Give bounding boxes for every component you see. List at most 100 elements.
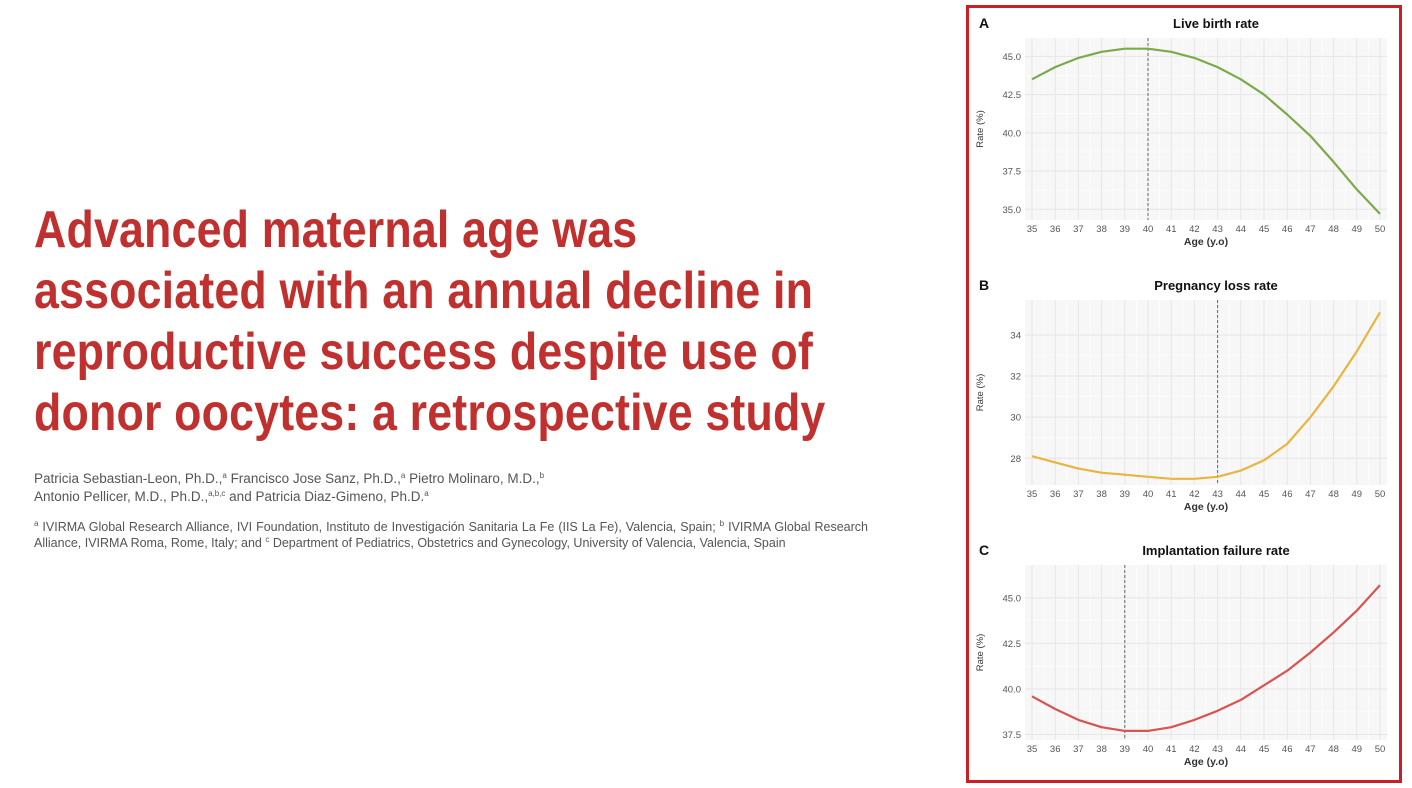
x-tick-label: 48: [1328, 744, 1339, 755]
affil-mark: b: [719, 519, 725, 528]
x-tick-label: 50: [1375, 744, 1386, 755]
chart-c: 37.5 40.0 42.5 45.0 35 36 37 38 39 40 41 42 43 44 45 46…: [975, 542, 1387, 768]
x-tick-label: 47: [1305, 489, 1316, 500]
x-tick-label: 50: [1375, 224, 1386, 235]
x-tick-label: 35: [1027, 489, 1038, 500]
title-line: reproductive success despite use of: [34, 323, 813, 381]
y-tick-label: 40.0: [1003, 684, 1022, 695]
chart-title: Live birth rate: [1173, 16, 1259, 31]
x-tick-label: 43: [1212, 489, 1223, 500]
y-axis-label: Rate (%): [975, 634, 986, 671]
y-tick-label: 42.5: [1003, 639, 1022, 650]
chart-b: 28 30 32 34 35 36 37 38 39 40 41 42 43 44 45 46 47 48 49 50…: [975, 277, 1387, 513]
x-tick-label: 41: [1166, 224, 1177, 235]
x-tick-label: 36: [1050, 489, 1061, 500]
author-affil-mark: a: [400, 471, 406, 480]
y-tick-label: 45.0: [1003, 593, 1022, 604]
affiliations: a IVIRMA Global Research Alliance, IVI F…: [34, 519, 868, 551]
x-tick-label: 39: [1120, 744, 1131, 755]
affil-mark: a: [34, 519, 39, 528]
author-line: Antonio Pellicer, M.D., Ph.D.,a,b,c and …: [34, 488, 894, 506]
x-tick-label: 35: [1027, 224, 1038, 235]
y-tick-label: 28: [1010, 454, 1021, 465]
series-line: [1031, 311, 1381, 480]
x-axis-label: Age (y.o): [1184, 756, 1228, 768]
panel-letter: B: [979, 277, 989, 293]
author-affil-mark: a,b,c: [208, 489, 226, 498]
chart-title: Pregnancy loss rate: [1154, 278, 1278, 293]
y-tick-label: 32: [1010, 372, 1021, 383]
x-tick-label: 50: [1375, 489, 1386, 500]
x-tick-label: 47: [1305, 744, 1316, 755]
x-tick-label: 38: [1096, 224, 1107, 235]
chart-a: 35.0 37.5 40.0 42.5 45.0 35 36 37 38 39 40 41 42 43 44…: [975, 15, 1387, 248]
x-tick-label: 48: [1328, 224, 1339, 235]
affil-mark: c: [265, 535, 270, 544]
x-tick-label: 35: [1027, 744, 1038, 755]
x-axis-label: Age (y.o): [1184, 501, 1228, 513]
x-tick-label: 41: [1166, 489, 1177, 500]
chart-title: Implantation failure rate: [1142, 543, 1289, 558]
y-tick-label: 30: [1010, 413, 1021, 424]
x-tick-label: 37: [1073, 744, 1084, 755]
figure-panel: 35.0 37.5 40.0 42.5 45.0 35 36 37 38 39 40 41 42 43 44…: [966, 5, 1402, 783]
figure-charts: 35.0 37.5 40.0 42.5 45.0 35 36 37 38 39 40 41 42 43 44…: [975, 15, 1387, 768]
x-tick-label: 36: [1050, 744, 1061, 755]
affil-text: IVIRMA Global Research Alliance, IVI Fou…: [38, 520, 720, 534]
x-tick-label: 45: [1259, 744, 1270, 755]
x-tick-label: 43: [1212, 224, 1223, 235]
x-tick-label: 37: [1073, 489, 1084, 500]
x-tick-label: 40: [1143, 224, 1154, 235]
x-tick-label: 42: [1189, 224, 1200, 235]
x-tick-label: 42: [1189, 489, 1200, 500]
affil-text: Department of Pediatrics, Obstetrics and…: [269, 536, 786, 550]
x-tick-label: 49: [1352, 489, 1363, 500]
x-tick-label: 45: [1259, 489, 1270, 500]
y-axis-label: Rate (%): [975, 374, 986, 411]
y-tick-label: 34: [1010, 330, 1021, 341]
series-line: [1031, 47, 1381, 215]
x-tick-label: 43: [1212, 744, 1223, 755]
paper-title: Advanced maternal age was associated wit…: [34, 200, 825, 444]
x-tick-label: 46: [1282, 224, 1293, 235]
x-tick-label: 44: [1236, 744, 1247, 755]
y-tick-label: 40.0: [1003, 128, 1022, 139]
x-tick-label: 45: [1259, 224, 1270, 235]
y-tick-label: 35.0: [1003, 205, 1022, 216]
author-name: and Patricia Diaz-Gimeno, Ph.D.: [225, 489, 425, 504]
author-name: Pietro Molinaro, M.D.,: [405, 471, 540, 486]
y-tick-label: 37.5: [1003, 167, 1022, 178]
title-line: associated with an annual decline in: [34, 262, 814, 320]
x-tick-label: 44: [1236, 489, 1247, 500]
author-name: Patricia Sebastian-Leon, Ph.D.,: [34, 471, 223, 486]
x-tick-label: 36: [1050, 224, 1061, 235]
author-list: Patricia Sebastian-Leon, Ph.D.,a Francis…: [34, 470, 894, 506]
author-name: Antonio Pellicer, M.D., Ph.D.,: [34, 489, 209, 504]
x-tick-label: 44: [1236, 224, 1247, 235]
x-tick-label: 39: [1120, 224, 1131, 235]
x-tick-label: 39: [1120, 489, 1131, 500]
x-tick-label: 41: [1166, 744, 1177, 755]
x-tick-label: 38: [1096, 744, 1107, 755]
x-tick-label: 40: [1143, 744, 1154, 755]
author-affil-mark: b: [539, 471, 545, 480]
y-tick-label: 42.5: [1003, 90, 1022, 101]
y-tick-label: 37.5: [1003, 730, 1022, 741]
x-tick-label: 42: [1189, 744, 1200, 755]
author-affil-mark: a: [222, 471, 227, 480]
author-name: Francisco Jose Sanz, Ph.D.,: [226, 471, 401, 486]
panel-letter: C: [979, 542, 989, 558]
y-axis-label: Rate (%): [975, 110, 986, 147]
y-tick-label: 45.0: [1003, 52, 1022, 63]
x-tick-label: 40: [1143, 489, 1154, 500]
x-tick-label: 49: [1352, 744, 1363, 755]
affil-text: IVIRMA Global Research Alliance, IVIRMA …: [34, 520, 869, 550]
author-affil-mark: a: [424, 489, 429, 498]
x-tick-label: 48: [1328, 489, 1339, 500]
panel-letter: A: [979, 15, 989, 31]
x-tick-label: 49: [1352, 224, 1363, 235]
author-line: Patricia Sebastian-Leon, Ph.D.,a Francis…: [34, 470, 894, 488]
x-tick-label: 37: [1073, 224, 1084, 235]
x-tick-label: 46: [1282, 489, 1293, 500]
x-tick-label: 46: [1282, 744, 1293, 755]
